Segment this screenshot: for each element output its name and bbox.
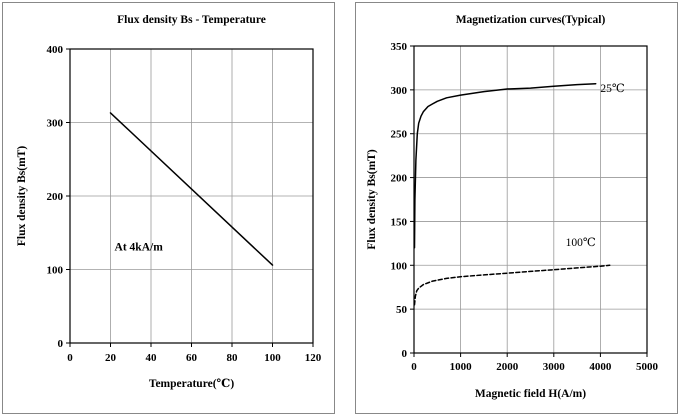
y-axis-label: Flux density Bs(mT) bbox=[16, 146, 28, 246]
x-tick-label: 5000 bbox=[636, 361, 659, 373]
x-tick-label: 0 bbox=[411, 361, 417, 373]
chart-title: Flux density Bs - Temperature bbox=[117, 14, 266, 26]
x-tick-label: 120 bbox=[305, 352, 322, 364]
y-axis-label: Flux density Bs(mT) bbox=[366, 149, 378, 249]
chart-annotation: 25℃ bbox=[600, 83, 625, 95]
series-line-bs bbox=[109, 112, 274, 266]
y-tick-label: 200 bbox=[391, 173, 408, 185]
y-tick-label: 0 bbox=[402, 348, 408, 360]
magnetization-curves-chart: Magnetization curves(Typical)0 1000 2000 30… bbox=[366, 14, 659, 400]
plot-area-frame bbox=[413, 45, 648, 354]
x-axis-label: Temperature(℃) bbox=[149, 378, 234, 390]
x-tick-label: 80 bbox=[227, 352, 239, 364]
y-tick-label: 100 bbox=[47, 265, 64, 277]
chart-annotation: 100℃ bbox=[566, 237, 596, 249]
y-tick-label: 350 bbox=[391, 41, 408, 53]
chart-annotation: At 4kA/m bbox=[115, 242, 164, 254]
series-line-100 bbox=[413, 264, 611, 306]
y-tick-label: 400 bbox=[47, 44, 64, 56]
y-tick-label: 300 bbox=[391, 85, 408, 97]
x-tick-label: 40 bbox=[146, 352, 158, 364]
chart-title: Magnetization curves(Typical) bbox=[456, 14, 606, 26]
right-chart-panel: Magnetization curves(Typical) 0 1000 2000 30… bbox=[355, 2, 678, 414]
y-tick-label: 200 bbox=[47, 191, 64, 203]
series-line-25 bbox=[413, 82, 597, 249]
x-tick-label: 0 bbox=[67, 352, 73, 364]
y-tick-label: 300 bbox=[47, 118, 64, 130]
y-tick-label: 100 bbox=[391, 260, 408, 272]
flux-temperature-chart: Flux density Bs - Temperature 0 20 40 60 80 10… bbox=[16, 14, 322, 390]
x-tick-label: 20 bbox=[105, 352, 117, 364]
x-axis-label: Magnetic field H(A/m) bbox=[475, 388, 586, 400]
x-tick-label: 4000 bbox=[589, 361, 612, 373]
left-chart-panel: Flux density Bs - Temperature 0 20 40 60 80 10… bbox=[2, 2, 335, 414]
y-tick-label: 0 bbox=[58, 338, 64, 350]
x-tick-label: 60 bbox=[186, 352, 198, 364]
x-tick-label: 2000 bbox=[496, 361, 519, 373]
y-tick-label: 150 bbox=[391, 216, 408, 228]
x-tick-label: 1000 bbox=[450, 361, 473, 373]
x-tick-label: 100 bbox=[264, 352, 281, 364]
x-tick-label: 3000 bbox=[543, 361, 566, 373]
y-tick-label: 50 bbox=[396, 304, 408, 316]
y-tick-label: 250 bbox=[391, 129, 408, 141]
